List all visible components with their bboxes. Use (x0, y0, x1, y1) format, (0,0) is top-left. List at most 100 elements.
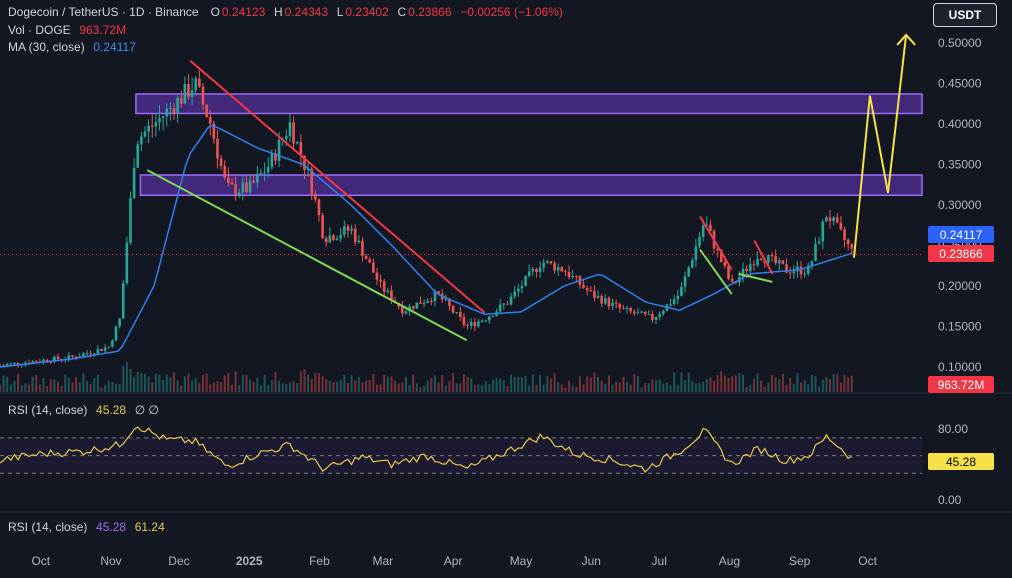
candle-body (310, 168, 314, 194)
low-value: 0.23402 (345, 5, 389, 19)
volume-bar (742, 374, 745, 392)
volume-legend: Vol · DOGE 963.72M (8, 23, 128, 37)
volume-bar (575, 387, 578, 392)
candle-body (317, 199, 321, 216)
candle-body (723, 261, 727, 266)
volume-bar (118, 383, 121, 392)
candle-body (459, 311, 462, 317)
volume-bar (662, 383, 665, 392)
candle-body (408, 306, 411, 312)
volume-bar (557, 381, 560, 392)
volume-bar (607, 375, 610, 392)
candle-body (386, 290, 390, 292)
candle-body (636, 312, 640, 314)
open-key: O (210, 5, 220, 19)
candle-body (748, 264, 752, 272)
candle-body (295, 141, 299, 144)
candle-body (817, 241, 821, 244)
volume-bar (843, 374, 846, 392)
volume-bar (263, 374, 266, 392)
candle-body (806, 265, 810, 274)
volume-bar (158, 374, 161, 392)
volume-bar (426, 380, 429, 392)
candle-body (792, 271, 796, 274)
volume-bar (346, 382, 349, 392)
volume-bar (488, 384, 491, 392)
volume-bar (212, 382, 215, 392)
volume-bar (227, 373, 230, 392)
candle-body (538, 267, 542, 273)
volume-bar (415, 383, 418, 392)
candle-body (343, 226, 346, 235)
volume-bar (452, 373, 455, 392)
candle-body (513, 291, 516, 297)
candle-body (165, 108, 169, 117)
candle-body (719, 249, 723, 262)
volume-bar (169, 377, 172, 392)
currency-button[interactable]: USDT (933, 3, 997, 27)
candle-body (13, 362, 16, 364)
rsi-hidden-icons[interactable]: ∅ ∅ (134, 403, 159, 417)
volume-bar (818, 386, 821, 392)
rsi2-value-2: 61.24 (134, 520, 165, 534)
volume-bar (93, 378, 96, 392)
time-tick-label: Jul (652, 554, 667, 568)
candle-body (100, 348, 103, 351)
candle-body (172, 108, 176, 114)
volume-bar (172, 372, 175, 392)
volume-bar (499, 378, 502, 392)
symbol-legend: Dogecoin / TetherUS · 1D · Binance O 0.24… (8, 5, 565, 19)
price-tick-label: 0.10000 (938, 360, 982, 374)
time-tick-label: Nov (100, 554, 121, 568)
candle-body (372, 262, 375, 273)
candle-body (611, 302, 614, 307)
candle-body (368, 259, 372, 263)
candle-body (564, 271, 567, 273)
candle-body (183, 83, 187, 104)
volume-bar (71, 382, 74, 392)
time-tick-label: May (510, 554, 533, 568)
volume-bar (803, 380, 806, 392)
volume-bar (792, 383, 795, 392)
candle-body (34, 361, 38, 363)
volume-bar (473, 385, 476, 392)
time-tick-label: Oct (858, 554, 877, 568)
ma-value: 0.24117 (93, 40, 136, 54)
volume-bar (495, 378, 498, 392)
volume-bar (249, 379, 252, 392)
volume-bar (372, 373, 375, 392)
volume-bar (328, 380, 331, 392)
candle-body (498, 304, 502, 312)
candle-body (150, 125, 154, 127)
volume-bar (386, 376, 389, 392)
volume-bar (180, 385, 183, 392)
candle-body (53, 356, 56, 362)
candle-body (288, 122, 292, 137)
candle-body (85, 353, 89, 355)
candle-body (42, 359, 45, 362)
volume-bar (375, 384, 378, 392)
candle-body (705, 224, 709, 226)
candle-body (727, 265, 730, 279)
volume-bar (582, 384, 585, 392)
volume-bar (245, 374, 248, 392)
volume-bar (361, 382, 364, 392)
volume-bar (444, 385, 447, 392)
candle-body (230, 182, 234, 185)
volume-bar (760, 380, 763, 392)
candle-body (245, 182, 248, 193)
volume-bar (357, 377, 360, 392)
volume-bar (604, 384, 607, 392)
volume-bar (807, 384, 810, 392)
moving-average-line (0, 124, 853, 368)
candle-body (502, 303, 506, 305)
volume-bar (615, 381, 618, 392)
candle-body (375, 272, 379, 280)
volume-bar (800, 382, 803, 392)
volume-bar (270, 380, 273, 392)
volume-bar (67, 377, 70, 392)
candle-body (256, 173, 259, 183)
volume-bar (839, 382, 842, 392)
volume-bar (85, 381, 88, 392)
